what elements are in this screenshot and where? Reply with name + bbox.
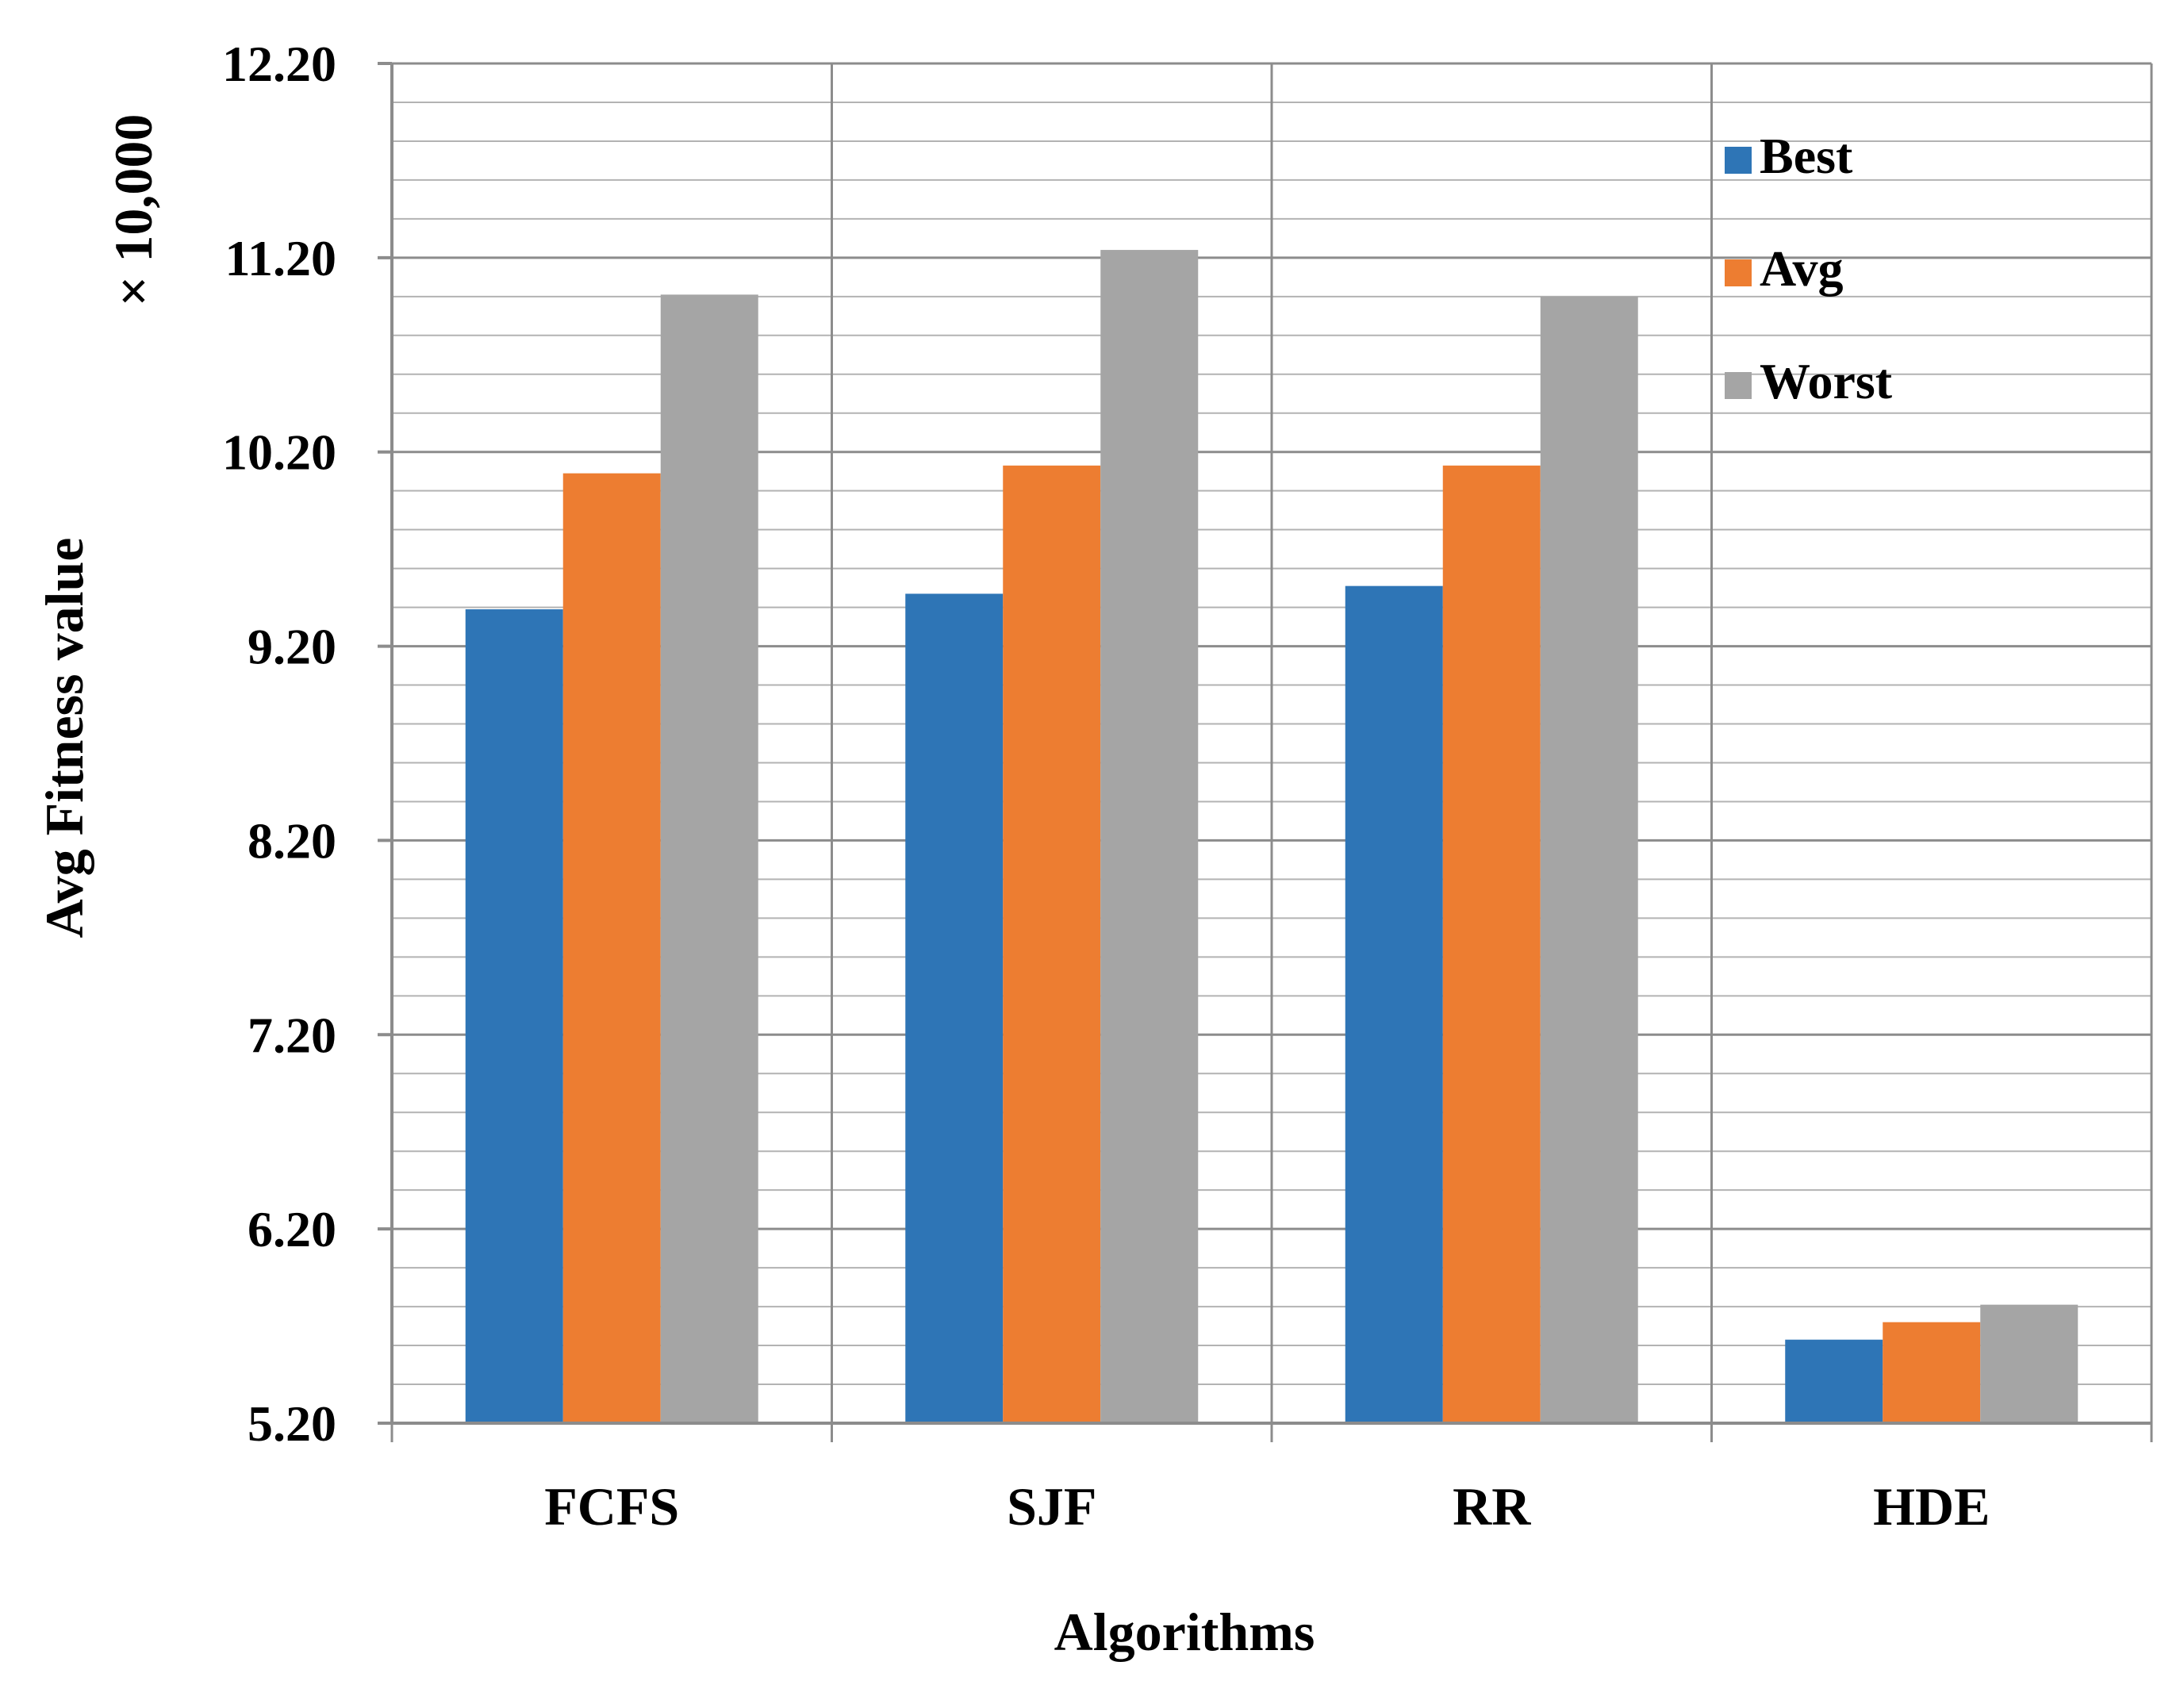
bar-avg-sjf: [1003, 465, 1101, 1424]
legend-swatch-best: [1725, 147, 1752, 174]
y-tick-label: 9.20: [248, 619, 336, 675]
bar-avg-fcfs: [562, 473, 661, 1423]
bar-avg-hde: [1883, 1322, 1981, 1423]
y-tick-label: 10.20: [222, 424, 336, 481]
legend-swatch-avg: [1725, 259, 1752, 286]
y-tick-label: 5.20: [248, 1395, 336, 1452]
x-category-label: SJF: [1007, 1476, 1096, 1537]
x-category-label: FCFS: [544, 1476, 679, 1537]
bar-best-fcfs: [465, 609, 563, 1423]
bar-avg-rr: [1442, 465, 1541, 1424]
y-multiplier-label: × 10,000: [103, 114, 163, 307]
x-axis-title: Algorithms: [1054, 1602, 1315, 1662]
legend-label-worst: Worst: [1760, 353, 1893, 409]
y-tick-label: 11.20: [225, 230, 336, 286]
y-tick-label: 7.20: [248, 1007, 336, 1063]
legend-label-avg: Avg: [1760, 240, 1843, 297]
y-tick-label: 12.20: [222, 36, 336, 92]
axes: [378, 62, 2151, 1425]
y-tick-label: 8.20: [248, 812, 336, 869]
x-category-labels: FCFS SJF RR HDE: [544, 1476, 1990, 1537]
y-tick-labels: 5.20 6.20 7.20 8.20 9.20 10.20 11.20 12.20: [222, 36, 336, 1452]
legend: Best Avg Worst: [1725, 128, 1893, 409]
y-axis-title: Avg Fitness value: [34, 538, 94, 938]
legend-swatch-worst: [1725, 372, 1752, 399]
bars: [465, 250, 2078, 1424]
bar-worst-fcfs: [660, 294, 758, 1423]
bar-best-rr: [1345, 585, 1443, 1423]
x-category-label: RR: [1453, 1476, 1531, 1537]
bar-worst-sjf: [1100, 250, 1199, 1423]
x-category-label: HDE: [1873, 1476, 1990, 1537]
bar-best-sjf: [905, 593, 1004, 1424]
y-tick-label: 6.20: [248, 1201, 336, 1257]
legend-label-best: Best: [1760, 128, 1853, 184]
bar-worst-hde: [1980, 1304, 2078, 1423]
bar-best-hde: [1785, 1339, 1883, 1423]
bar-worst-rr: [1540, 296, 1638, 1423]
